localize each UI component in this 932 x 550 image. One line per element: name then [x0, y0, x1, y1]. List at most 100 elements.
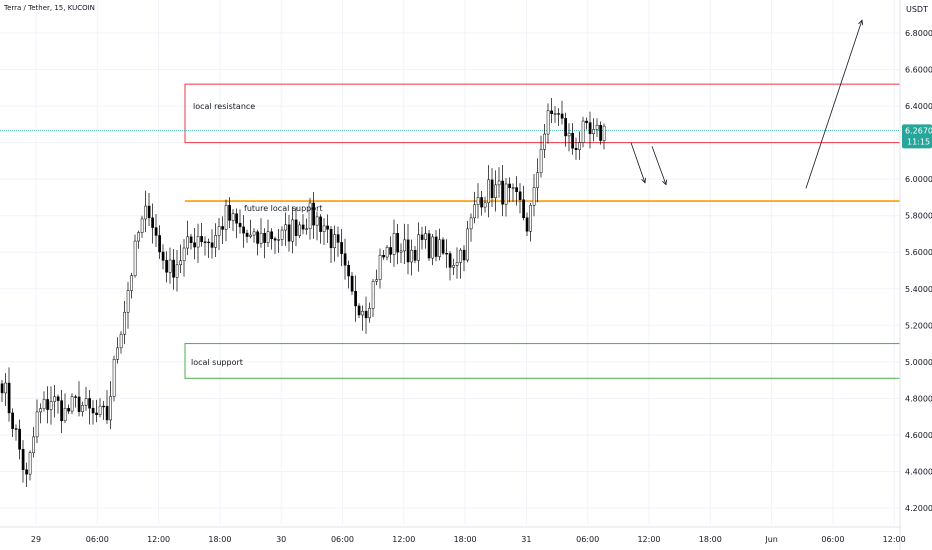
- candle: [497, 167, 501, 198]
- candle-body: [109, 396, 112, 421]
- candle: [322, 218, 326, 246]
- candle-body: [546, 110, 550, 135]
- candle: [431, 233, 434, 266]
- candle: [389, 236, 392, 264]
- candle-body: [536, 172, 539, 188]
- candle: [553, 106, 557, 123]
- candle-body: [42, 399, 46, 409]
- candles: [0, 97, 606, 487]
- candle: [193, 227, 196, 260]
- candle: [462, 245, 466, 272]
- candle: [189, 233, 193, 250]
- candle: [588, 111, 592, 149]
- candle-body: [193, 242, 196, 248]
- candle: [455, 247, 459, 279]
- candle-body: [116, 347, 119, 360]
- price-tick-label: 6.4000: [905, 102, 932, 111]
- candle-body: [343, 253, 347, 266]
- candle-body: [378, 254, 382, 280]
- candle-body: [354, 290, 357, 307]
- candle: [242, 215, 245, 248]
- candle: [567, 123, 571, 152]
- candle-body: [140, 218, 144, 233]
- candle-body: [158, 235, 161, 253]
- candle-body: [336, 234, 340, 243]
- candle: [518, 183, 522, 214]
- candle: [417, 222, 420, 272]
- candle-body: [403, 239, 406, 252]
- candle: [147, 193, 151, 227]
- candle: [378, 248, 382, 289]
- candle: [280, 226, 284, 247]
- symbol-title[interactable]: Terra / Tether, 15, KUCOIN: [4, 4, 95, 12]
- candle: [63, 393, 67, 424]
- price-tick-label: 5.4000: [905, 285, 932, 294]
- arrow-shaft: [805, 20, 863, 189]
- candle: [343, 238, 347, 280]
- candle-body: [459, 249, 462, 263]
- candle-body: [88, 398, 91, 409]
- candle-body: [77, 396, 81, 412]
- candle: [539, 135, 543, 178]
- candle-body: [490, 179, 494, 198]
- candle-body: [522, 199, 525, 218]
- candle: [252, 228, 256, 243]
- candle-body: [291, 219, 294, 242]
- candle-body: [25, 469, 28, 475]
- candle: [476, 183, 480, 219]
- candle-body: [39, 408, 42, 413]
- candle-body: [585, 120, 588, 123]
- projection-arrow[interactable]: [651, 146, 667, 186]
- candle-body: [46, 399, 49, 410]
- candle: [28, 450, 32, 481]
- candle: [235, 208, 238, 239]
- price-tag-background: [902, 124, 932, 149]
- candle-body: [329, 229, 333, 249]
- price-tick-label: 4.8000: [905, 394, 932, 403]
- candle-body: [550, 110, 553, 114]
- candle-body: [515, 187, 518, 192]
- candle-body: [557, 113, 560, 115]
- candle-body: [452, 265, 455, 268]
- candle-body: [263, 232, 266, 243]
- candle: [203, 236, 207, 256]
- candle-body: [98, 405, 102, 415]
- candle-body: [392, 233, 396, 255]
- candle: [396, 224, 399, 265]
- resistance-zone[interactable]: [184, 83, 901, 144]
- candle: [494, 170, 497, 212]
- support-zone[interactable]: [184, 343, 901, 379]
- candle-body: [571, 132, 574, 149]
- candle: [312, 191, 315, 239]
- candle: [186, 220, 189, 256]
- candle: [546, 103, 550, 144]
- candle-body: [312, 202, 315, 226]
- candle-body: [217, 226, 221, 236]
- time-tick-label: 06:00: [576, 535, 599, 544]
- candle: [602, 123, 606, 150]
- candle-body: [11, 412, 14, 429]
- time-axis[interactable]: 29 06:00 12:00 18:00 30 06:00 12:00 18:00 31 06:0…: [0, 526, 906, 544]
- candle-body: [172, 259, 175, 278]
- candle-body: [564, 118, 567, 137]
- projection-arrow[interactable]: [805, 19, 864, 189]
- candle-body: [497, 180, 501, 186]
- candle-body: [508, 183, 511, 188]
- annotation-labels: local resistance future local support lo…: [191, 102, 323, 367]
- candle: [347, 260, 350, 289]
- candle-body: [599, 124, 602, 141]
- price-axis[interactable]: 6.80006.60006.40006.20006.00005.80005.60…: [899, 0, 932, 550]
- projection-arrow[interactable]: [630, 142, 646, 184]
- candle: [410, 239, 413, 276]
- candle: [508, 177, 511, 203]
- candle: [116, 337, 119, 364]
- candle-body: [319, 216, 322, 232]
- candle: [182, 239, 186, 277]
- price-tick-label: 5.0000: [905, 358, 932, 367]
- projection-arrows[interactable]: [630, 19, 864, 189]
- candle: [263, 228, 266, 259]
- candle-body: [21, 449, 25, 470]
- candle: [361, 305, 364, 331]
